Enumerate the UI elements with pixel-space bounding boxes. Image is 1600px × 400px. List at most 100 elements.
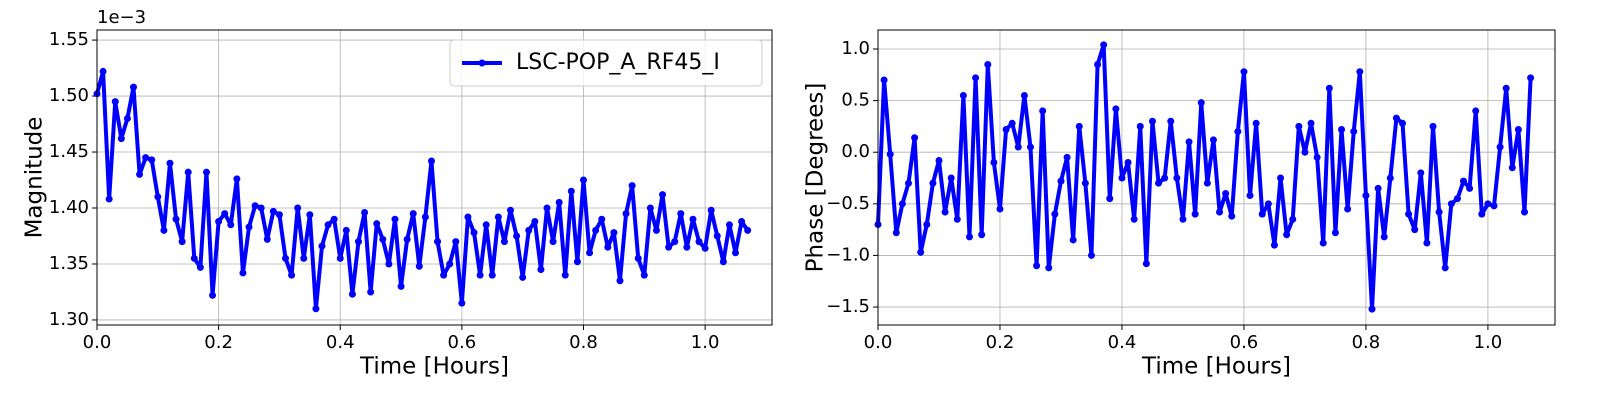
y-tick-label: −1.0 xyxy=(826,244,870,265)
marker xyxy=(1338,126,1346,134)
marker xyxy=(440,271,448,279)
marker xyxy=(1045,264,1053,272)
marker xyxy=(202,168,210,176)
marker xyxy=(251,202,259,210)
marker xyxy=(1216,208,1224,216)
marker xyxy=(166,159,174,167)
marker xyxy=(452,238,460,246)
marker xyxy=(1521,208,1529,216)
marker xyxy=(1026,143,1034,151)
marker xyxy=(1319,239,1327,247)
marker xyxy=(1246,192,1254,200)
marker xyxy=(494,213,502,221)
marker xyxy=(178,238,186,246)
marker xyxy=(306,211,314,219)
marker xyxy=(646,204,654,212)
marker xyxy=(1344,205,1352,213)
marker xyxy=(1222,189,1230,197)
marker xyxy=(336,254,344,262)
marker xyxy=(427,157,435,165)
marker xyxy=(1350,128,1358,136)
y-tick-label: 1.0 xyxy=(841,38,870,59)
x-tick-label: 0.6 xyxy=(448,332,477,353)
marker xyxy=(342,226,350,234)
marker xyxy=(403,235,411,243)
marker xyxy=(470,229,478,237)
marker xyxy=(1136,122,1144,130)
marker xyxy=(99,67,107,75)
marker xyxy=(683,243,691,251)
marker xyxy=(1484,200,1492,208)
marker xyxy=(111,98,119,106)
marker xyxy=(996,205,1004,213)
marker xyxy=(744,226,752,234)
marker xyxy=(911,134,919,142)
marker xyxy=(1100,41,1108,49)
marker xyxy=(549,238,557,246)
marker xyxy=(1435,208,1443,216)
marker xyxy=(1155,179,1163,187)
marker xyxy=(689,215,697,223)
marker xyxy=(1441,264,1449,272)
marker xyxy=(239,269,247,277)
marker xyxy=(227,221,235,229)
marker xyxy=(1331,229,1339,237)
marker xyxy=(446,260,454,268)
marker xyxy=(984,60,992,68)
marker xyxy=(172,215,180,223)
marker xyxy=(1417,169,1425,177)
marker xyxy=(978,231,986,239)
x-tick-label: 0.4 xyxy=(1108,332,1137,353)
marker xyxy=(123,114,131,122)
marker xyxy=(1264,200,1272,208)
x-tick-label: 0.0 xyxy=(864,332,893,353)
marker xyxy=(500,238,508,246)
marker xyxy=(1203,179,1211,187)
marker xyxy=(1362,192,1370,200)
marker xyxy=(665,243,673,251)
marker xyxy=(1502,84,1510,92)
marker xyxy=(1252,119,1260,127)
marker xyxy=(1447,200,1455,208)
marker xyxy=(1112,105,1120,113)
marker xyxy=(531,217,539,225)
marker xyxy=(215,217,223,225)
marker xyxy=(1173,174,1181,182)
marker xyxy=(677,210,685,218)
marker xyxy=(184,168,192,176)
marker xyxy=(1392,114,1400,122)
marker xyxy=(1453,195,1461,203)
marker xyxy=(1161,174,1169,182)
marker xyxy=(464,213,472,221)
marker xyxy=(628,182,636,190)
marker xyxy=(1124,159,1132,167)
x-tick-label: 0.8 xyxy=(569,332,598,353)
marker xyxy=(361,208,369,216)
marker xyxy=(1399,119,1407,127)
marker xyxy=(1063,153,1071,161)
marker xyxy=(269,207,277,215)
marker xyxy=(1496,143,1504,151)
x-tick-label: 0.0 xyxy=(83,332,112,353)
marker xyxy=(458,299,466,307)
marker xyxy=(1460,177,1468,185)
marker xyxy=(233,175,241,183)
marker xyxy=(525,226,533,234)
marker xyxy=(929,179,937,187)
marker xyxy=(941,208,949,216)
marker xyxy=(1020,91,1028,99)
legend-label: LSC-POP_A_RF45_I xyxy=(516,50,720,75)
marker xyxy=(1087,251,1095,259)
marker xyxy=(1514,126,1522,134)
marker xyxy=(1197,99,1205,107)
marker xyxy=(367,288,375,296)
marker xyxy=(1057,177,1065,185)
marker xyxy=(892,229,900,237)
axes-frame xyxy=(96,29,773,326)
marker xyxy=(1118,174,1126,182)
marker xyxy=(904,179,912,187)
marker xyxy=(567,187,575,195)
marker xyxy=(421,213,429,221)
marker xyxy=(391,215,399,223)
